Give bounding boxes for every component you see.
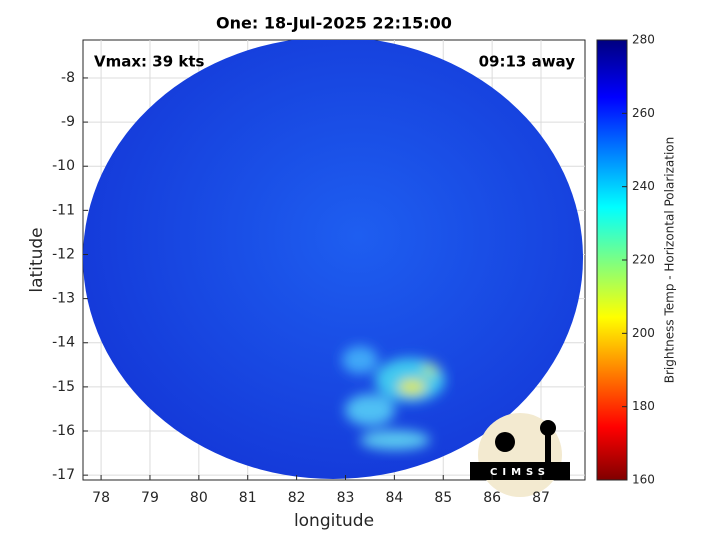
colorbar-label: Brightness Temp - Horizontal Polarizatio… — [663, 137, 677, 384]
x-tick-label: 80 — [190, 490, 208, 506]
colorbar-tick-label: 240 — [632, 179, 655, 193]
colorbar-tick-label: 260 — [632, 106, 655, 120]
y-tick-label: -8 — [61, 70, 75, 86]
x-axis-label: longitude — [294, 511, 374, 531]
satellite-image — [83, 40, 583, 479]
colorbar-tick-label: 180 — [632, 399, 655, 413]
x-tick-label: 78 — [92, 490, 110, 506]
y-tick-label: -11 — [52, 202, 75, 218]
x-tick-label: 81 — [239, 490, 257, 506]
y-tick-label: -15 — [52, 379, 75, 395]
y-tick-label: -17 — [52, 467, 75, 483]
y-tick-label: -10 — [52, 158, 75, 174]
y-tick-label: -9 — [61, 114, 75, 130]
x-tick-label: 82 — [288, 490, 306, 506]
colorbar-tick-label: 160 — [632, 473, 655, 487]
colorbar-tick-label: 220 — [632, 253, 655, 267]
annotation: 09:13 away — [479, 53, 576, 71]
convection — [342, 346, 445, 450]
x-tick-label: 86 — [483, 490, 501, 506]
swath — [83, 40, 583, 479]
logo-text: CIMSS — [490, 467, 550, 478]
chart-title: One: 18-Jul-2025 22:15:00 — [216, 14, 452, 33]
y-axis-label: latitude — [27, 227, 47, 292]
colorbar-tick-label: 280 — [632, 33, 655, 47]
y-tick-label: -14 — [52, 335, 75, 351]
colorbar-tick-label: 200 — [632, 326, 655, 340]
x-tick-label: 87 — [532, 490, 550, 506]
x-tick-label: 85 — [434, 490, 452, 506]
y-tick-label: -12 — [52, 246, 75, 262]
x-tick-label: 83 — [337, 490, 355, 506]
y-tick-label: -13 — [52, 291, 75, 307]
annotation: Vmax: 39 kts — [94, 53, 204, 71]
y-tick-label: -16 — [52, 423, 75, 439]
x-tick-label: 84 — [385, 490, 403, 506]
x-tick-label: 79 — [141, 490, 159, 506]
